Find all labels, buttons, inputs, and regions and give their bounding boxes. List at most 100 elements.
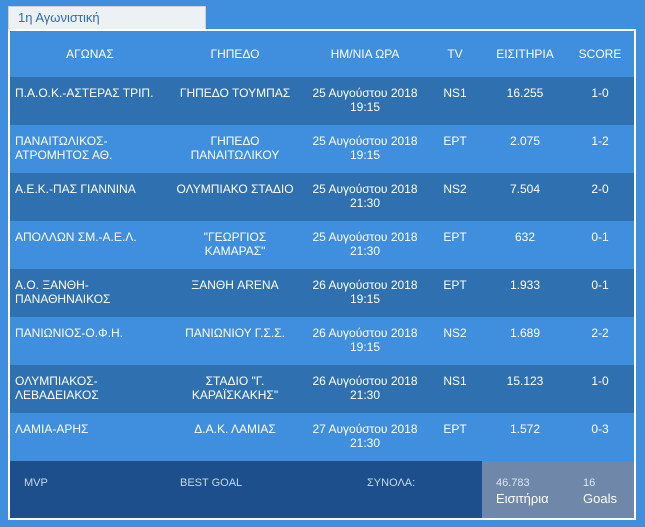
tv-cell: NS2 [443, 182, 467, 196]
match-cell-line: ΠΑΝΙΩΝΙΟΣ-Ο.Φ.Η. [15, 326, 123, 340]
header-tickets: ΕΙΣΙΤΗΡΙΑ [496, 47, 554, 61]
match-cell-line: ΑΤΡΟΜΗΤΟΣ ΑΘ. [15, 148, 113, 162]
datetime-cell-line: 25 Αυγούστου 2018 [312, 86, 418, 100]
table-header: ΑΓΩΝΑΣ ΓΗΠΕΔΟ ΗΜ/ΝΙΑ ΩΡΑ TV ΕΙΣΙΤΗΡΙΑ SC… [10, 31, 634, 77]
goals-total-label: Goals [583, 491, 617, 506]
datetime-cell-line: 19:15 [349, 100, 381, 114]
match-cell-line: Α.Ε.Κ.-ΠΑΣ ΓΙΑΝΝΙΝΑ [15, 182, 136, 196]
match-cell-line: Α.Ο. ΞΑΝΘΗ- [15, 278, 89, 292]
match-cell: Α.Ο. ΞΑΝΘΗ- ΠΑΝΑΘΗΝΑΙΚΟΣ [15, 278, 165, 306]
tickets-cell: 7.504 [509, 182, 541, 196]
datetime-cell-line: 25 Αυγούστου 2018 [312, 182, 418, 196]
tickets-cell: 1.572 [509, 422, 541, 436]
mvp-label: MVP [24, 477, 48, 489]
table-row: ΑΠΟΛΛΩΝ ΣΜ.-Α.Ε.Λ. "ΓΕΩΡΓΙΟΣ ΚΑΜΑΡΑΣ" 25 Αυ… [10, 221, 634, 269]
table-row: Α.Ο. ΞΑΝΘΗ- ΠΑΝΑΘΗΝΑΙΚΟΣ ΞΑΝΘΗ ARENA 26 Αυγ… [10, 269, 634, 317]
tickets-total-label: Εισιτήρια [496, 491, 549, 506]
score-cell: 0-3 [591, 422, 609, 436]
datetime-cell-line: 25 Αυγούστου 2018 [312, 230, 418, 244]
venue-cell: Δ.Α.Κ. ΛΑΜΙΑΣ [165, 422, 305, 436]
datetime-cell: 27 Αυγούστου 2018 21:30 [305, 422, 425, 450]
venue-cell: ΓΗΠΕΔΟ ΤΟΥΜΠΑΣ [165, 86, 305, 100]
match-cell-line: ΑΠΟΛΛΩΝ ΣΜ.-Α.Ε.Λ. [15, 230, 137, 244]
datetime-cell-line: 26 Αυγούστου 2018 [312, 278, 418, 292]
datetime-cell-line: 26 Αυγούστου 2018 [312, 326, 418, 340]
match-cell: ΑΠΟΛΛΩΝ ΣΜ.-Α.Ε.Λ. [15, 230, 165, 244]
score-cell: 1-0 [591, 374, 609, 388]
datetime-cell-line: 19:15 [349, 148, 381, 162]
venue-cell-line: ΟΛΥΜΠΙΑΚΟ ΣΤΑΔΙΟ [176, 182, 294, 196]
venue-cell: ΠΑΝΙΩΝΙΟΥ Γ.Σ.Σ. [165, 326, 305, 340]
venue-cell-line: ΞΑΝΘΗ ARENA [191, 278, 279, 292]
tv-cell: ΕΡΤ [443, 134, 467, 148]
goals-total: 16 [583, 477, 596, 489]
tv-cell: ΕΡΤ [443, 278, 467, 292]
table-row: ΛΑΜΙΑ-ΑΡΗΣ Δ.Α.Κ. ΛΑΜΙΑΣ 27 Αυγούστου 2018… [10, 413, 634, 461]
header-date: ΗΜ/ΝΙΑ ΩΡΑ [330, 47, 400, 61]
match-cell: ΠΑΝΑΙΤΩΛΙΚΟΣ- ΑΤΡΟΜΗΤΟΣ ΑΘ. [15, 134, 165, 162]
match-cell-line: ΛΕΒΑΔΕΙΑΚΟΣ [15, 388, 99, 402]
score-cell: 0-1 [591, 278, 609, 292]
match-cell-line: ΛΑΜΙΑ-ΑΡΗΣ [15, 422, 89, 436]
totals-box: 46.783 Εισιτήρια 16 Goals [482, 461, 634, 518]
datetime-cell-line: 26 Αυγούστου 2018 [312, 374, 418, 388]
venue-cell-line: ΓΗΠΕΔΟ [210, 134, 260, 148]
tv-cell: ΕΡΤ [443, 422, 467, 436]
tickets-cell: 1.933 [509, 278, 541, 292]
best-goal-label: BEST GOAL [180, 477, 243, 489]
tickets-cell: 16.255 [506, 86, 544, 100]
datetime-cell: 25 Αυγούστου 2018 19:15 [305, 134, 425, 162]
datetime-cell-line: 21:30 [349, 388, 381, 402]
table-footer: MVP BEST GOAL ΣΥΝΟΛΑ: 46.783 Εισιτήρια 1… [10, 461, 634, 518]
venue-cell: ΞΑΝΘΗ ARENA [165, 278, 305, 292]
header-score: SCORE [578, 47, 622, 61]
tickets-total: 46.783 [496, 477, 530, 489]
match-cell: ΠΑΝΙΩΝΙΟΣ-Ο.Φ.Η. [15, 326, 165, 340]
match-cell-line: ΠΑΝΑΘΗΝΑΙΚΟΣ [15, 292, 111, 306]
venue-cell: ΟΛΥΜΠΙΑΚΟ ΣΤΑΔΙΟ [165, 182, 305, 196]
match-cell-line: ΟΛΥΜΠΙΑΚΟΣ- [15, 374, 98, 388]
datetime-cell-line: 27 Αυγούστου 2018 [312, 422, 418, 436]
score-cell: 2-0 [591, 182, 609, 196]
venue-cell: ΣΤΑΔΙΟ "Γ. ΚΑΡΑΪΣΚΑΚΗΣ" [165, 374, 305, 402]
totals-label: ΣΥΝΟΛΑ: [367, 477, 416, 489]
tv-cell: NS1 [443, 374, 467, 388]
fixtures-table: ΑΓΩΝΑΣ ΓΗΠΕΔΟ ΗΜ/ΝΙΑ ΩΡΑ TV ΕΙΣΙΤΗΡΙΑ SC… [8, 29, 636, 520]
header-venue: ΓΗΠΕΔΟ [210, 47, 260, 61]
tab-round-1[interactable]: 1η Αγωνιστική [8, 6, 206, 29]
table-row: Α.Ε.Κ.-ΠΑΣ ΓΙΑΝΝΙΝΑ ΟΛΥΜΠΙΑΚΟ ΣΤΑΔΙΟ 25 Αυ… [10, 173, 634, 221]
tickets-cell: 632 [514, 230, 536, 244]
venue-cell-line: ΓΗΠΕΔΟ ΤΟΥΜΠΑΣ [179, 86, 291, 100]
datetime-cell-line: 21:30 [349, 196, 381, 210]
match-cell: ΛΑΜΙΑ-ΑΡΗΣ [15, 422, 165, 436]
match-cell: ΟΛΥΜΠΙΑΚΟΣ- ΛΕΒΑΔΕΙΑΚΟΣ [15, 374, 165, 402]
datetime-cell-line: 21:30 [349, 436, 381, 450]
datetime-cell-line: 19:15 [349, 340, 381, 354]
tv-cell: NS1 [443, 86, 467, 100]
match-cell-line: ΠΑΝΑΙΤΩΛΙΚΟΣ- [15, 134, 108, 148]
datetime-cell: 26 Αυγούστου 2018 19:15 [305, 278, 425, 306]
venue-cell-line: ΣΤΑΔΙΟ "Γ. [205, 374, 265, 388]
score-cell: 2-2 [591, 326, 609, 340]
tickets-cell: 15.123 [506, 374, 544, 388]
datetime-cell: 26 Αυγούστου 2018 19:15 [305, 326, 425, 354]
venue-cell-line: Δ.Α.Κ. ΛΑΜΙΑΣ [194, 422, 276, 436]
datetime-cell: 25 Αυγούστου 2018 19:15 [305, 86, 425, 114]
table-row: ΠΑΝΙΩΝΙΟΣ-Ο.Φ.Η. ΠΑΝΙΩΝΙΟΥ Γ.Σ.Σ. 26 Αυγού… [10, 317, 634, 365]
score-cell: 1-0 [591, 86, 609, 100]
match-cell: Α.Ε.Κ.-ΠΑΣ ΓΙΑΝΝΙΝΑ [15, 182, 165, 196]
datetime-cell: 25 Αυγούστου 2018 21:30 [305, 182, 425, 210]
table-row: ΟΛΥΜΠΙΑΚΟΣ- ΛΕΒΑΔΕΙΑΚΟΣ ΣΤΑΔΙΟ "Γ. ΚΑΡΑΪΣΚΑ… [10, 365, 634, 413]
table-row: Π.Α.Ο.Κ.-ΑΣΤΕΡΑΣ ΤΡΙΠ. ΓΗΠΕΔΟ ΤΟΥΜΠΑΣ 25 Α… [10, 77, 634, 125]
header-tv: TV [447, 47, 463, 61]
venue-cell-line: "ΓΕΩΡΓΙΟΣ [203, 230, 267, 244]
venue-cell: ΓΗΠΕΔΟ ΠΑΝΑΙΤΩΛΙΚΟΥ [165, 134, 305, 162]
venue-cell-line: ΚΑΡΑΪΣΚΑΚΗΣ" [191, 388, 279, 402]
venue-cell: "ΓΕΩΡΓΙΟΣ ΚΑΜΑΡΑΣ" [165, 230, 305, 258]
datetime-cell-line: 21:30 [349, 244, 381, 258]
datetime-cell-line: 19:15 [349, 292, 381, 306]
datetime-cell: 26 Αυγούστου 2018 21:30 [305, 374, 425, 402]
tickets-cell: 2.075 [509, 134, 541, 148]
venue-cell-line: ΠΑΝΑΙΤΩΛΙΚΟΥ [190, 148, 280, 162]
venue-cell-line: ΠΑΝΙΩΝΙΟΥ Γ.Σ.Σ. [185, 326, 285, 340]
